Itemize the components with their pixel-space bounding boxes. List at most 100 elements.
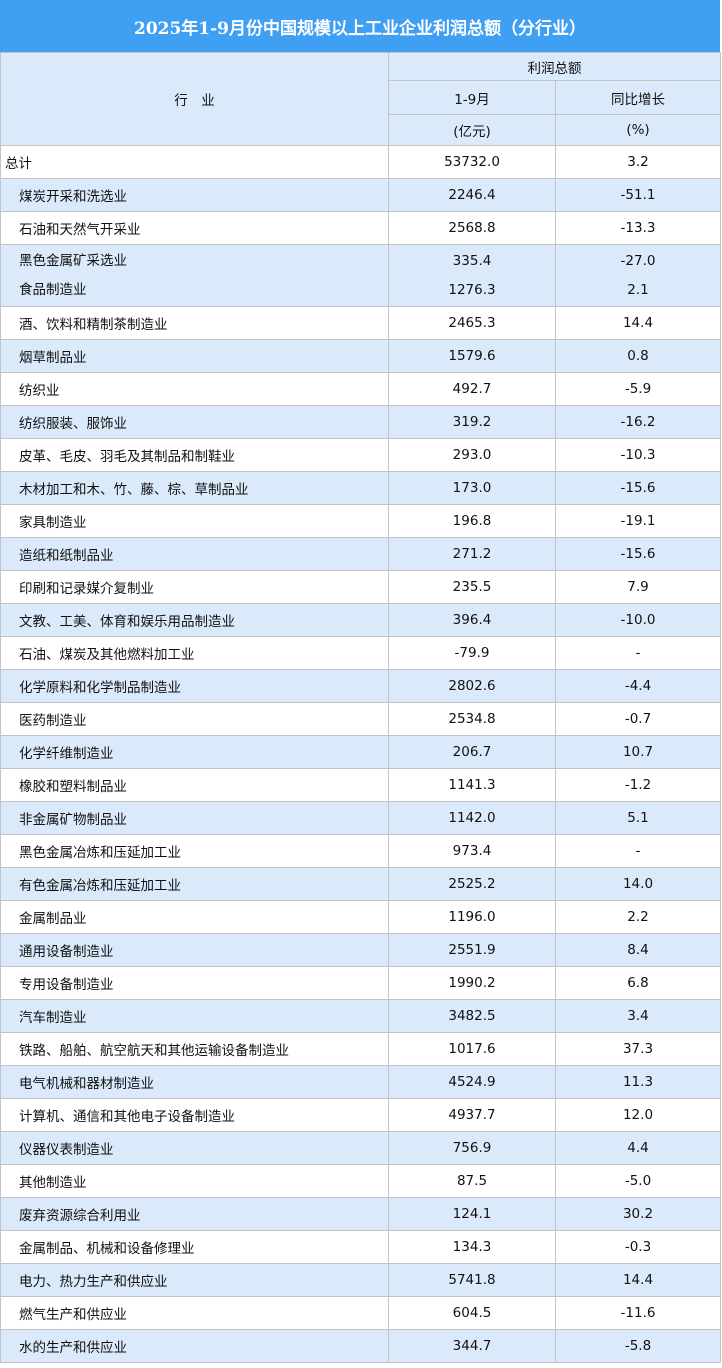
industry-name: 橡胶和塑料制品业 — [0, 768, 389, 802]
industry-name: 文教、工美、体育和娱乐用品制造业 — [0, 603, 389, 637]
growth-value: - — [555, 636, 721, 670]
table-row: 印刷和记录媒介复制业 235.5 7.9 — [0, 570, 721, 604]
growth-value: 3.4 — [555, 999, 721, 1033]
table-row: 汽车制造业 3482.5 3.4 — [0, 999, 721, 1033]
industry-name: 化学原料和化学制品制造业 — [0, 669, 389, 703]
growth-value: 8.4 — [555, 933, 721, 967]
profit-value: 2534.8 — [388, 702, 556, 736]
profit-value: 1196.0 — [388, 900, 556, 934]
growth-value: 6.8 — [555, 966, 721, 1000]
industry-name: 废弃资源综合利用业 — [0, 1197, 389, 1231]
table-row: 石油和天然气开采业 2568.8 -13.3 — [0, 211, 721, 245]
profit-value: 4524.9 — [388, 1065, 556, 1099]
table-row: 电气机械和器材制造业 4524.9 11.3 — [0, 1065, 721, 1099]
profit-value: 2246.4 — [388, 178, 556, 212]
table-row: 有色金属冶炼和压延加工业 2525.2 14.0 — [0, 867, 721, 901]
growth-value: -5.8 — [555, 1329, 721, 1363]
growth-value: -5.0 — [555, 1164, 721, 1198]
table-row: 专用设备制造业 1990.2 6.8 — [0, 966, 721, 1000]
profit-value: -79.9 — [388, 636, 556, 670]
industry-name: 总计 — [0, 145, 389, 179]
profit-value: 124.1 — [388, 1197, 556, 1231]
table-row: 造纸和纸制品业 271.2 -15.6 — [0, 537, 721, 571]
table-row: 酒、饮料和精制茶制造业 2465.3 14.4 — [0, 306, 721, 340]
growth-value: 2.2 — [555, 900, 721, 934]
growth-value: -19.1 — [555, 504, 721, 538]
table-row: 纺织业 492.7 -5.9 — [0, 372, 721, 406]
table-row: 电力、热力生产和供应业 5741.8 14.4 — [0, 1263, 721, 1297]
industry-name: 电气机械和器材制造业 — [0, 1065, 389, 1099]
profit-value: 87.5 — [388, 1164, 556, 1198]
industry-name: 水的生产和供应业 — [0, 1329, 389, 1363]
profit-cell: 335.4 1276.3 — [388, 244, 556, 307]
table-row: 金属制品业 1196.0 2.2 — [0, 900, 721, 934]
industry-name: 黑色金属矿采选业 — [19, 252, 127, 269]
industry-cell: 黑色金属矿采选业 食品制造业 — [0, 244, 389, 307]
profit-value: 2525.2 — [388, 867, 556, 901]
growth-value: -1.2 — [555, 768, 721, 802]
growth-value: -4.4 — [555, 669, 721, 703]
industry-name: 酒、饮料和精制茶制造业 — [0, 306, 389, 340]
growth-value: 3.2 — [555, 145, 721, 179]
growth-value: 0.8 — [555, 339, 721, 373]
profit-value: 271.2 — [388, 537, 556, 571]
industry-name: 纺织服装、服饰业 — [0, 405, 389, 439]
profit-value: 173.0 — [388, 471, 556, 505]
growth-value: 10.7 — [555, 735, 721, 769]
table-row: 水的生产和供应业 344.7 -5.8 — [0, 1329, 721, 1363]
profit-value: 2802.6 — [388, 669, 556, 703]
industry-name: 电力、热力生产和供应业 — [0, 1263, 389, 1297]
table-row: 木材加工和木、竹、藤、棕、草制品业 173.0 -15.6 — [0, 471, 721, 505]
industry-name: 其他制造业 — [0, 1164, 389, 1198]
industry-name: 仪器仪表制造业 — [0, 1131, 389, 1165]
industry-name: 医药制造业 — [0, 702, 389, 736]
growth-value: -51.1 — [555, 178, 721, 212]
table-row: 非金属矿物制品业 1142.0 5.1 — [0, 801, 721, 835]
growth-value: 14.0 — [555, 867, 721, 901]
table-row: 计算机、通信和其他电子设备制造业 4937.7 12.0 — [0, 1098, 721, 1132]
table-row: 其他制造业 87.5 -5.0 — [0, 1164, 721, 1198]
growth-value: -10.0 — [555, 603, 721, 637]
industry-name: 汽车制造业 — [0, 999, 389, 1033]
growth-value: 14.4 — [555, 1263, 721, 1297]
growth-value: -5.9 — [555, 372, 721, 406]
table-row: 烟草制品业 1579.6 0.8 — [0, 339, 721, 373]
profit-value: 53732.0 — [388, 145, 556, 179]
profit-value: 293.0 — [388, 438, 556, 472]
table-row: 化学纤维制造业 206.7 10.7 — [0, 735, 721, 769]
growth-value: 11.3 — [555, 1065, 721, 1099]
growth-value: -13.3 — [555, 211, 721, 245]
growth-value: -0.3 — [555, 1230, 721, 1264]
table-row: 家具制造业 196.8 -19.1 — [0, 504, 721, 538]
industry-name: 食品制造业 — [19, 281, 87, 298]
table-row: 黑色金属冶炼和压延加工业 973.4- — [0, 834, 721, 868]
industry-name: 通用设备制造业 — [0, 933, 389, 967]
industry-name: 燃气生产和供应业 — [0, 1296, 389, 1330]
industry-name: 纺织业 — [0, 372, 389, 406]
profit-value: 2568.8 — [388, 211, 556, 245]
growth-value: 14.4 — [555, 306, 721, 340]
table-title: 2025年1-9月份中国规模以上工业企业利润总额（分行业） — [0, 0, 722, 52]
profit-value: 1579.6 — [388, 339, 556, 373]
profit-value: 396.4 — [388, 603, 556, 637]
industry-name: 家具制造业 — [0, 504, 389, 538]
growth-value: - — [555, 834, 721, 868]
profit-value: 492.7 — [388, 372, 556, 406]
growth-value: 12.0 — [555, 1098, 721, 1132]
header-industry: 行 业 — [0, 52, 389, 146]
growth-value: -27.0 — [620, 252, 656, 269]
growth-value: -10.3 — [555, 438, 721, 472]
header-period-unit: (亿元) — [388, 114, 556, 146]
profit-table: 行 业 利润总额 1-9月 同比增长 (亿元) (%) 总计 53732.0 3.2… — [0, 52, 721, 1363]
table-row: 煤炭开采和洗选业 2246.4 -51.1 — [0, 178, 721, 212]
industry-name: 黑色金属冶炼和压延加工业 — [0, 834, 389, 868]
table-row: 铁路、船舶、航空航天和其他运输设备制造业 1017.6 37.3 — [0, 1032, 721, 1066]
profit-value: 196.8 — [388, 504, 556, 538]
profit-value: 604.5 — [388, 1296, 556, 1330]
industry-name: 铁路、船舶、航空航天和其他运输设备制造业 — [0, 1032, 389, 1066]
table-row: 纺织服装、服饰业 319.2 -16.2 — [0, 405, 721, 439]
industry-name: 石油、煤炭及其他燃料加工业 — [0, 636, 389, 670]
profit-value: 235.5 — [388, 570, 556, 604]
profit-value: 1017.6 — [388, 1032, 556, 1066]
industry-name: 木材加工和木、竹、藤、棕、草制品业 — [0, 471, 389, 505]
